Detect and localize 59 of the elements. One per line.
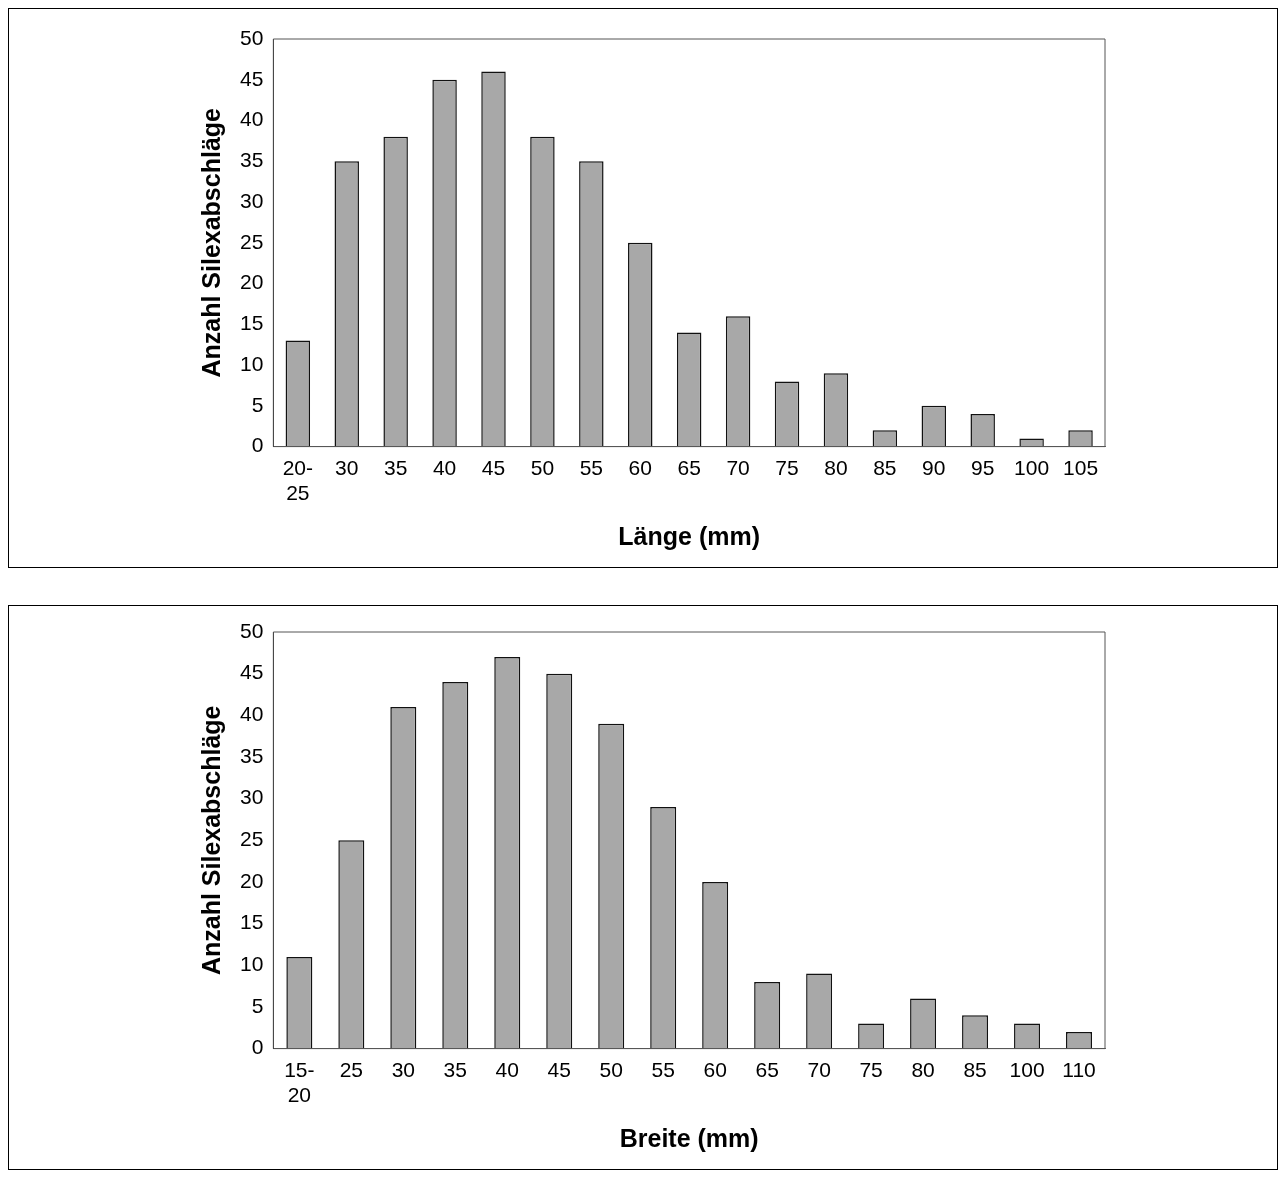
x-tick-label: 110	[1062, 1058, 1096, 1081]
y-tick-label: 20	[240, 270, 264, 294]
y-tick-label: 40	[240, 702, 264, 726]
y-tick-label: 45	[240, 660, 264, 684]
y-tick-label: 25	[240, 229, 264, 253]
x-tick-label: 20-25	[282, 456, 313, 505]
x-tick-label: 75	[859, 1058, 883, 1081]
x-tick-label: 60	[628, 456, 652, 479]
x-tick-label: 40	[432, 456, 457, 479]
y-tick-label: 0	[251, 1035, 264, 1059]
x-tick-label: 30	[335, 456, 359, 479]
x-axis-title: Länge (mm)	[618, 521, 761, 550]
y-tick-label: 10	[240, 351, 264, 375]
x-tick-label: 65	[677, 456, 701, 479]
x-tick-label: 95	[971, 456, 995, 479]
x-tick-label: 55	[651, 1058, 675, 1081]
x-tick-label: 45	[547, 1058, 571, 1081]
y-tick-label: 35	[240, 148, 264, 172]
y-tick-label: 40	[240, 107, 264, 131]
y-tick-label: 30	[240, 785, 264, 809]
x-tick-label: 100	[1014, 456, 1050, 479]
x-tick-label: 90	[922, 456, 946, 479]
y-tick-label: 35	[240, 743, 264, 767]
x-tick-label: 85	[963, 1058, 987, 1081]
x-tick-label: 65	[755, 1058, 779, 1081]
x-tick-label: 40	[495, 1058, 519, 1081]
y-tick-label: 50	[240, 25, 264, 49]
x-tick-label: 55	[579, 456, 604, 479]
y-tick-label: 5	[251, 392, 264, 416]
x-tick-label: 85	[873, 456, 897, 479]
x-tick-label: 50	[599, 1058, 623, 1081]
y-axis-title: Anzahl Silexabschläge	[196, 107, 225, 378]
x-tick-label: 70	[726, 456, 750, 479]
x-tick-label: 50	[530, 456, 555, 479]
x-tick-label: 35	[443, 1058, 467, 1081]
x-tick-label: 45	[481, 456, 506, 479]
x-tick-label: 70	[807, 1058, 831, 1081]
y-axis-title: Anzahl Silexabschläge	[196, 705, 225, 976]
y-tick-label: 45	[240, 66, 264, 90]
y-tick-label: 15	[240, 311, 264, 335]
x-tick-label: 15-20	[284, 1058, 315, 1107]
x-tick-label: 80	[911, 1058, 935, 1081]
x-tick-label: 105	[1063, 456, 1099, 479]
x-tick-label: 100	[1009, 1058, 1045, 1081]
y-tick-label: 10	[240, 952, 264, 976]
x-tick-label: 30	[391, 1058, 415, 1081]
y-tick-label: 25	[240, 827, 264, 851]
y-tick-label: 30	[240, 188, 264, 212]
x-tick-label: 35	[383, 456, 408, 479]
y-tick-label: 20	[240, 868, 264, 892]
x-axis-title: Breite (mm)	[619, 1123, 759, 1152]
y-tick-label: 0	[251, 433, 264, 457]
x-tick-label: 80	[824, 456, 848, 479]
y-tick-label: 5	[251, 993, 264, 1017]
y-tick-label: 50	[240, 618, 264, 642]
x-tick-label: 25	[339, 1058, 363, 1081]
y-tick-label: 15	[240, 910, 264, 934]
x-tick-label: 75	[775, 456, 799, 479]
x-tick-label: 60	[703, 1058, 727, 1081]
